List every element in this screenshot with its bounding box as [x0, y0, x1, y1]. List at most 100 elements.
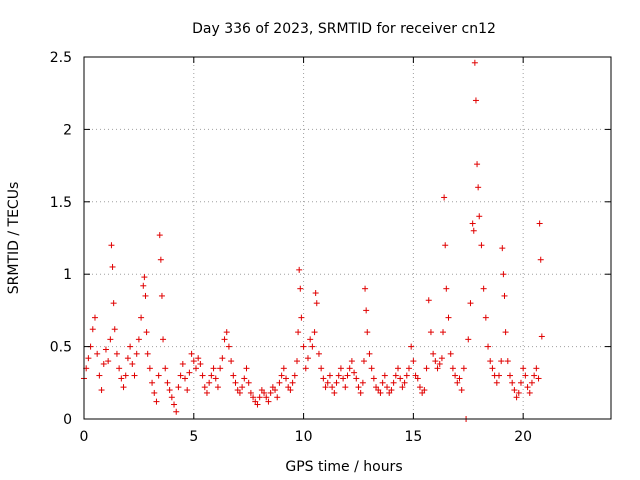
data-point — [127, 343, 134, 350]
data-point — [364, 329, 371, 336]
data-point — [223, 329, 230, 336]
data-point — [214, 384, 221, 391]
data-point — [515, 389, 522, 396]
x-tick-label: 15 — [404, 429, 422, 445]
data-point — [287, 387, 294, 394]
data-point — [302, 365, 309, 372]
data-point — [362, 285, 369, 292]
data-point — [105, 358, 112, 365]
data-point — [221, 336, 228, 343]
data-point — [289, 379, 296, 386]
data-point — [102, 346, 109, 353]
data-point — [353, 375, 360, 382]
data-point — [274, 394, 281, 401]
data-point — [520, 365, 527, 372]
data-point — [296, 266, 303, 273]
data-point — [309, 343, 316, 350]
data-point — [120, 384, 127, 391]
data-point — [533, 365, 540, 372]
data-point — [493, 379, 500, 386]
data-point — [536, 220, 543, 227]
data-point — [142, 292, 149, 299]
data-point — [416, 384, 423, 391]
data-point — [502, 329, 509, 336]
data-point — [304, 355, 311, 362]
data-point — [265, 398, 272, 405]
data-point — [210, 365, 217, 372]
data-point — [470, 227, 477, 234]
data-point — [425, 297, 432, 304]
data-point — [475, 184, 482, 191]
data-point — [110, 300, 117, 307]
data-point — [478, 242, 485, 249]
data-point — [467, 300, 474, 307]
data-point — [538, 333, 545, 340]
chart-title: Day 336 of 2023, SRMTID for receiver cn1… — [192, 21, 496, 37]
data-point — [212, 375, 219, 382]
data-point — [445, 314, 452, 321]
data-point — [442, 242, 449, 249]
data-point — [157, 256, 164, 263]
data-point — [522, 372, 529, 379]
data-point — [232, 379, 239, 386]
data-point — [333, 379, 340, 386]
data-point — [326, 372, 333, 379]
data-point — [381, 372, 388, 379]
data-point — [133, 350, 140, 357]
data-point — [283, 375, 290, 382]
data-point — [140, 282, 147, 289]
data-point — [443, 285, 450, 292]
data-point — [113, 350, 120, 357]
y-tick-label: 1.5 — [50, 195, 72, 211]
data-point — [182, 375, 189, 382]
data-point — [517, 379, 524, 386]
data-point — [190, 358, 197, 365]
data-point — [465, 336, 472, 343]
data-point — [129, 360, 136, 367]
data-point — [506, 372, 513, 379]
data-point — [250, 394, 257, 401]
data-point — [312, 290, 319, 297]
data-point — [254, 401, 261, 408]
x-tick-label: 5 — [189, 429, 198, 445]
data-point — [91, 314, 98, 321]
data-point — [436, 360, 443, 367]
data-point — [410, 358, 417, 365]
data-point — [195, 355, 202, 362]
data-point — [401, 379, 408, 386]
data-point — [184, 387, 191, 394]
data-point — [116, 365, 123, 372]
data-point — [537, 256, 544, 263]
data-point — [430, 350, 437, 357]
x-tick-label: 0 — [80, 429, 89, 445]
data-point — [158, 292, 165, 299]
data-point — [143, 329, 150, 336]
data-point — [228, 358, 235, 365]
data-point — [96, 372, 103, 379]
data-point — [524, 384, 531, 391]
data-point — [201, 384, 208, 391]
data-point — [357, 389, 364, 396]
data-point — [272, 387, 279, 394]
data-point — [197, 360, 204, 367]
data-point — [135, 336, 142, 343]
data-point — [482, 314, 489, 321]
data-point — [124, 355, 131, 362]
data-point — [155, 372, 162, 379]
data-point — [526, 389, 533, 396]
data-point — [98, 387, 105, 394]
data-point — [346, 365, 353, 372]
data-point — [340, 375, 347, 382]
data-point — [355, 384, 362, 391]
y-tick-label: 0.5 — [50, 340, 72, 356]
data-point — [320, 375, 327, 382]
data-point — [311, 329, 318, 336]
data-point — [164, 379, 171, 386]
data-point — [348, 358, 355, 365]
data-point — [535, 375, 542, 382]
data-point — [298, 314, 305, 321]
data-point — [379, 379, 386, 386]
data-point — [509, 379, 516, 386]
